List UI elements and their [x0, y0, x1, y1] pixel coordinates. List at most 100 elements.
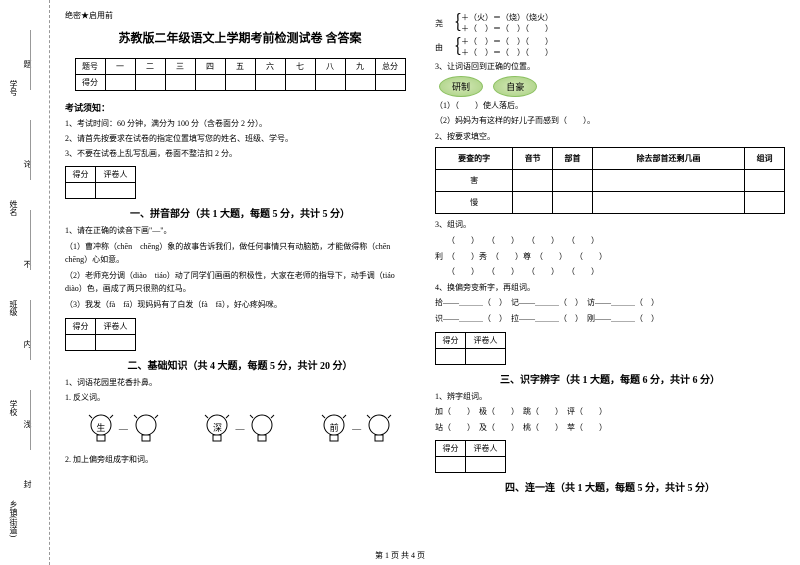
- bind-line: [30, 30, 31, 90]
- td[interactable]: [105, 75, 135, 91]
- mini-cell[interactable]: [66, 334, 96, 350]
- bulb-pair: 前 —: [320, 413, 393, 445]
- td[interactable]: [553, 192, 593, 214]
- section2-title: 二、基础知识（共 4 大题，每题 5 分，共计 20 分）: [65, 357, 415, 372]
- th: 总分: [375, 59, 405, 75]
- bulb-icon[interactable]: [248, 413, 276, 445]
- td[interactable]: [745, 192, 785, 214]
- word-oval[interactable]: 自豪: [493, 76, 537, 97]
- bind-label: 姓名: [8, 200, 19, 216]
- mini-cell[interactable]: [66, 183, 96, 199]
- q3b-line: （ ） （ ） （ ） （ ）: [435, 265, 785, 279]
- s2-q2: 2、按要求填空。: [435, 130, 785, 144]
- exam-title: 苏教版二年级语文上学期考前检测试卷 含答案: [65, 29, 415, 46]
- notice-title: 考试须知：: [65, 101, 415, 114]
- word-oval[interactable]: 研制: [439, 76, 483, 97]
- td[interactable]: [195, 75, 225, 91]
- bulb-pair: 深 —: [203, 413, 276, 445]
- td[interactable]: [592, 170, 744, 192]
- td: 慢: [436, 192, 513, 214]
- td[interactable]: [375, 75, 405, 91]
- mini-score: 得分: [66, 318, 96, 334]
- mini-score: 得分: [66, 167, 96, 183]
- th: 三: [165, 59, 195, 75]
- mini-reviewer: 评卷人: [466, 332, 506, 348]
- score-mini-table: 得分评卷人: [435, 332, 506, 365]
- score-mini-table: 得分评卷人: [65, 166, 136, 199]
- bulb-icon[interactable]: [132, 413, 160, 445]
- secret-header: 绝密★启用前: [65, 10, 415, 21]
- oval-row: 研制 自豪: [435, 76, 785, 97]
- brace-line: ＋（ ）＝（ ）（ ）: [461, 36, 553, 47]
- score-mini-table: 得分评卷人: [65, 318, 136, 351]
- td[interactable]: [285, 75, 315, 91]
- score-value-row: 得分: [75, 75, 405, 91]
- td[interactable]: [165, 75, 195, 91]
- td[interactable]: [513, 170, 553, 192]
- mini-cell[interactable]: [436, 348, 466, 364]
- score-mini-table: 得分评卷人: [435, 440, 506, 473]
- section4-title: 四、连一连（共 1 大题，每题 5 分，共计 5 分）: [435, 479, 785, 494]
- q4-line: 拾——＿＿＿（ ） 记——＿＿＿（ ） 访——＿＿＿（ ）: [435, 296, 785, 310]
- mini-score: 得分: [436, 332, 466, 348]
- bind-mark: 浅: [22, 420, 33, 428]
- td[interactable]: [513, 192, 553, 214]
- mini-reviewer: 评卷人: [466, 441, 506, 457]
- bulb-char: 深: [203, 421, 231, 434]
- q1: 1、请在正确的读音下画"—"。: [65, 224, 415, 238]
- mini-cell[interactable]: [466, 457, 506, 473]
- bind-line: [30, 210, 31, 270]
- brace-group-1: 尧 ｛ ＋（火）＝（烧）（烧火） ＋（ ）＝（ ）（ ）: [435, 12, 785, 34]
- bind-line: [30, 300, 31, 360]
- s3-line: 加（ ） 极（ ） 跳（ ） 评（ ）: [435, 405, 785, 419]
- th: 音节: [513, 148, 553, 170]
- bind-mark: 题: [22, 60, 33, 68]
- bulb-pair: 生 —: [87, 413, 160, 445]
- bind-mark: 内: [22, 340, 33, 348]
- bulb-char: 前: [320, 421, 348, 434]
- q3-line: （2）妈妈为有这样的好儿子而感到（ ）。: [435, 114, 785, 128]
- left-column: 绝密★启用前 苏教版二年级语文上学期考前检测试卷 含答案 题号 一 二 三 四 …: [55, 10, 425, 540]
- score-table: 题号 一 二 三 四 五 六 七 八 九 总分 得分: [75, 58, 406, 91]
- notice-line: 1、考试时间：60 分钟，满分为 100 分（含卷面分 2 分）。: [65, 118, 415, 130]
- th: 组词: [745, 148, 785, 170]
- td[interactable]: [315, 75, 345, 91]
- bind-label: 乡镇(街道): [8, 500, 19, 537]
- td[interactable]: [592, 192, 744, 214]
- bulb-char: 生: [87, 421, 115, 434]
- q4-line: 识——＿＿＿（ ） 拉——＿＿＿（ ） 刚——＿＿＿（ ）: [435, 312, 785, 326]
- section3-title: 三、识字辨字（共 1 大题，每题 6 分，共计 6 分）: [435, 371, 785, 386]
- brace-content: ＋（火）＝（烧）（烧火） ＋（ ）＝（ ）（ ）: [461, 12, 553, 34]
- th: 题号: [75, 59, 105, 75]
- score-header-row: 题号 一 二 三 四 五 六 七 八 九 总分: [75, 59, 405, 75]
- mini-cell[interactable]: [96, 334, 136, 350]
- lookup-row: 害: [436, 170, 785, 192]
- bind-line: [30, 120, 31, 180]
- th: 九: [345, 59, 375, 75]
- brace-icon: ｛: [443, 17, 461, 29]
- th: 部首: [553, 148, 593, 170]
- mini-cell[interactable]: [466, 348, 506, 364]
- bulb-icon[interactable]: [365, 413, 393, 445]
- s3-q: 1、辨字组词。: [435, 390, 785, 404]
- bulb-icon: 深: [203, 413, 231, 445]
- th: 七: [285, 59, 315, 75]
- td[interactable]: [255, 75, 285, 91]
- notice-line: 3、不要在试卷上乱写乱画，卷面不整洁扣 2 分。: [65, 148, 415, 160]
- th: 五: [225, 59, 255, 75]
- bind-label: 学校: [8, 400, 19, 416]
- bulb-icon: 生: [87, 413, 115, 445]
- mini-cell[interactable]: [96, 183, 136, 199]
- td[interactable]: [553, 170, 593, 192]
- td[interactable]: [745, 170, 785, 192]
- th: 要查的字: [436, 148, 513, 170]
- mini-score: 得分: [436, 441, 466, 457]
- td[interactable]: [345, 75, 375, 91]
- mini-cell[interactable]: [436, 457, 466, 473]
- td[interactable]: [225, 75, 255, 91]
- dash: —: [235, 424, 244, 434]
- td: 得分: [75, 75, 105, 91]
- brace-icon: ｛: [443, 41, 461, 53]
- td[interactable]: [135, 75, 165, 91]
- s2-sub1: 1. 反义词。: [65, 391, 415, 405]
